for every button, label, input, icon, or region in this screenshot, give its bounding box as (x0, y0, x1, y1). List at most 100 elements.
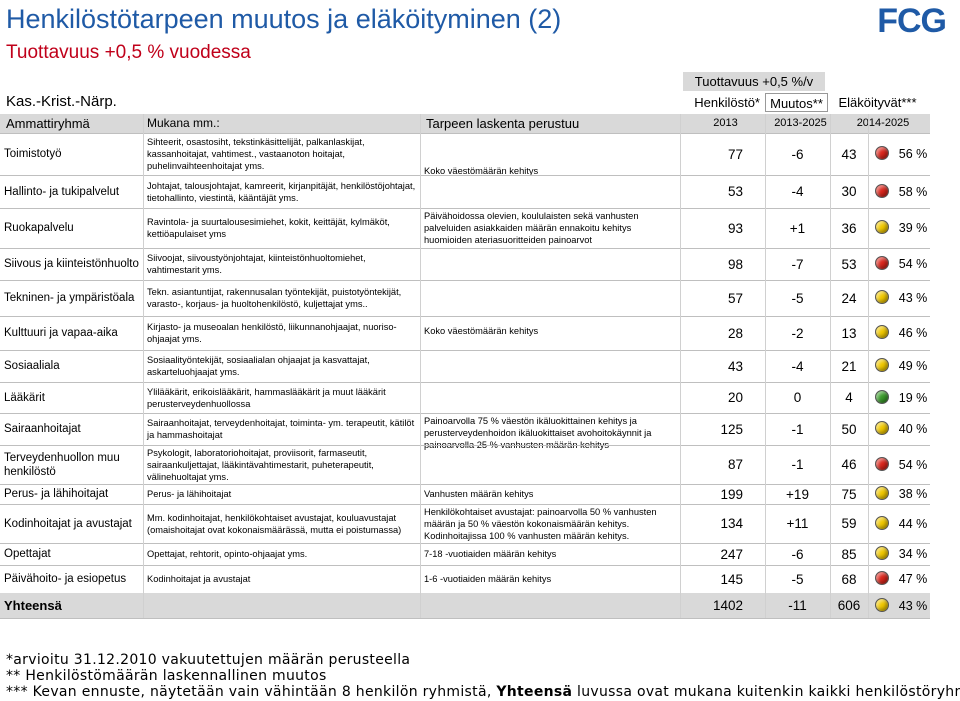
change-cell: -5 (791, 571, 804, 587)
row-line (0, 618, 930, 619)
basis-cell: Koko väestömäärän kehitys (424, 165, 539, 176)
title: Henkilöstötarpeen muutos ja eläköitymine… (6, 4, 562, 34)
row-line (0, 445, 930, 446)
group-cell: Sosiaaliala (4, 360, 60, 372)
traffic-light (875, 220, 889, 234)
traffic-light (875, 421, 889, 435)
traffic-light (875, 456, 889, 471)
traffic-light (875, 546, 889, 560)
subtitle: Tuottavuus +0,5 % vuodessa (6, 42, 251, 63)
share-cell: 58 % (898, 184, 928, 199)
column-line (680, 114, 681, 618)
traffic-light (875, 325, 889, 339)
basis-cell: Päivähoidossa olevien, koululaisten sekä… (424, 211, 639, 245)
examples-cell: Perus- ja lähihoitajat (147, 489, 232, 499)
staff-cell: 93 (727, 220, 743, 236)
retiring-header: Eläköityvät*** (838, 95, 917, 110)
change-cell: +19 (786, 486, 809, 502)
retiring-cell: 53 (841, 256, 857, 272)
retiring-cell: 59 (841, 516, 857, 531)
examples-cell: Kodinhoitajat ja avustajat (147, 574, 251, 584)
basis-cell: Henkilökohtaiset avustajat: painoarvolla… (424, 506, 657, 541)
examples-cell: Siivoojat, siivoustyönjohtajat, kiinteis… (147, 253, 366, 275)
change-cell: -11 (788, 598, 807, 613)
retiring-cell: 21 (841, 358, 857, 374)
group-cell: Perus- ja lähihoitajat (4, 488, 109, 500)
staff-cell: 145 (720, 571, 743, 587)
examples-cell: Mm. kodinhoitajat, henkilökohtaiset avus… (147, 512, 402, 535)
staff-cell: 134 (720, 516, 743, 531)
row-line (0, 484, 930, 485)
examples-cell: Tekn. asiantuntijat, rakennusalan työnte… (147, 287, 402, 309)
traffic-light (875, 515, 889, 530)
retiring-cell: 43 (841, 146, 857, 162)
staff-cell: 53 (727, 184, 743, 199)
basis-cell: Vanhusten määrän kehitys (424, 489, 534, 499)
examples-cell: Sairaanhoitajat, terveydenhoitajat, toim… (147, 418, 415, 440)
traffic-light (875, 183, 889, 198)
retiring-cell: 30 (841, 184, 857, 199)
retiring-cell: 606 (837, 598, 861, 613)
staff-cell: 57 (727, 290, 743, 306)
traffic-light (875, 597, 889, 612)
staff-cell: 77 (727, 146, 743, 162)
row-line (0, 316, 930, 317)
share-cell: 44 % (898, 516, 928, 531)
share-cell: 54 % (898, 257, 928, 271)
retiring-cell: 68 (841, 571, 857, 587)
share-cell: 47 % (898, 572, 928, 586)
row-line (0, 350, 930, 351)
retiring-cell: 13 (841, 325, 857, 341)
share-cell: 19 % (898, 390, 928, 405)
header-row (0, 114, 930, 133)
examples-cell: Psykologit, laboratoriohoitajat, proviis… (147, 447, 374, 482)
change-cell: -1 (791, 421, 804, 437)
retiring-cell: 4 (845, 390, 853, 405)
group-cell: Kodinhoitajat ja avustajat (4, 517, 132, 530)
share-cell: 38 % (898, 487, 928, 501)
basis-cell: 1-6 -vuotiaiden määrän kehitys (424, 574, 552, 584)
share-cell: 43 % (898, 291, 928, 305)
footnote: ** Henkilöstömäärän laskennallinen muuto… (6, 668, 327, 684)
change-cell: -6 (791, 146, 804, 162)
row-line (0, 504, 930, 505)
staff-cell: 125 (720, 421, 743, 437)
retiring-cell: 75 (841, 486, 857, 502)
column-header: Mukana mm.: (147, 116, 220, 130)
share-cell: 56 % (898, 147, 928, 161)
staff-cell: 247 (720, 546, 743, 562)
change-cell: +11 (786, 516, 809, 531)
staff-cell: 87 (727, 457, 743, 472)
change-header: Muutos** (765, 93, 828, 112)
staff-header: Henkilöstö* (694, 95, 760, 110)
group-cell: Siivous ja kiinteistönhuolto (4, 258, 139, 270)
column-line (868, 114, 869, 618)
examples-cell: Johtajat, talousjohtajat, kamreerit, kir… (147, 180, 416, 203)
row-line (0, 382, 930, 383)
change-cell: -1 (791, 457, 804, 472)
share-cell: 40 % (898, 422, 928, 436)
staff-cell: 98 (727, 256, 743, 272)
staff-cell: 1402 (712, 598, 743, 613)
traffic-light (875, 256, 889, 270)
column-header: 2013 (713, 117, 738, 129)
retiring-cell: 46 (841, 457, 857, 472)
row-line (0, 280, 930, 281)
column-header: 2013-2025 (774, 117, 827, 129)
basis-cell: Koko väestömäärän kehitys (424, 326, 539, 336)
footnote-text: *** Kevan ennuste, näytetään vain vähint… (6, 684, 497, 700)
footnote-text: ** Henkilöstömäärän laskennallinen muuto… (6, 668, 327, 684)
productivity-label: Tuottavuus +0,5 %/v (683, 72, 825, 91)
group-cell: Yhteensä (4, 597, 62, 613)
change-cell: -7 (791, 256, 804, 272)
staff-cell: 28 (727, 325, 743, 341)
group-cell: Ruokapalvelu (4, 222, 74, 234)
group-cell: Päivähoito- ja esiopetus (4, 573, 127, 585)
group-cell: Kulttuuri ja vapaa-aika (4, 327, 118, 339)
change-cell: -2 (791, 325, 804, 341)
footnote-text: Yhteensä (496, 684, 573, 700)
column-line (830, 114, 831, 618)
group-cell: Terveydenhuollon muu henkilöstö (4, 451, 120, 478)
examples-cell: Sosiaalityöntekijät, sosiaalialan ohjaaj… (147, 355, 370, 377)
footnote: *** Kevan ennuste, näytetään vain vähint… (6, 684, 960, 700)
